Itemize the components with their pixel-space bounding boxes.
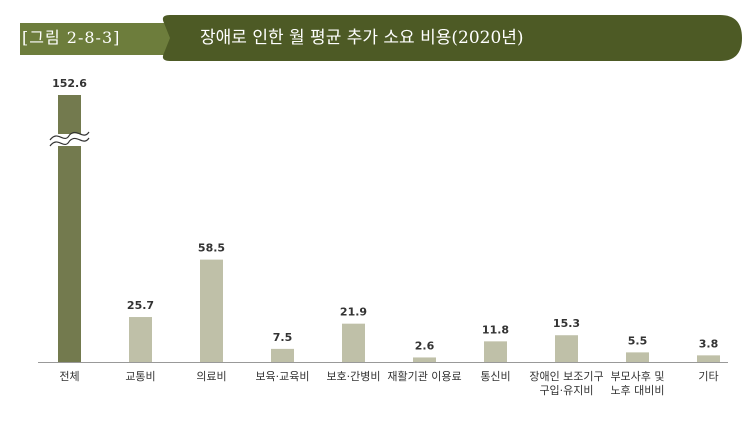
bar-1 [58,95,81,362]
axis-break-mark-lower [49,137,90,147]
bar-10 [697,355,720,362]
value-label-4: 7.5 [273,331,293,344]
value-label-3: 58.5 [198,242,225,255]
value-label-7: 11.8 [482,323,509,336]
category-label-2: 교통비 [125,370,155,383]
banner-right-pill [162,15,742,61]
category-label-10: 기타 [698,370,718,383]
value-label-5: 21.9 [340,306,367,319]
category-label-1: 전체 [59,370,79,383]
bar-4 [271,348,294,362]
axis-break-mark-bg [48,133,91,145]
title-banner [20,15,742,61]
category-label-7: 통신비 [480,370,510,383]
category-label-5: 보호·간병비 [326,370,380,383]
value-label-10: 3.8 [699,337,719,350]
axis-break-mark-upper [49,131,90,141]
category-label-4: 보육·교육비 [255,370,309,383]
bar-9 [626,352,649,362]
bar-7 [484,341,507,362]
bar-5 [342,323,365,362]
category-label-3: 의료비 [196,370,226,383]
category-label-9: 부모사후 및 노후 대비비 [610,370,664,397]
banner-left-tab [20,23,170,55]
bar-6 [413,357,436,362]
category-label-6: 재활기관 이용료 [387,369,461,383]
value-label-2: 25.7 [127,299,154,312]
figure-label: [그림 2-8-3] [22,28,121,47]
value-label-1: 152.6 [52,77,87,90]
value-label-8: 15.3 [553,317,580,330]
bar-3 [200,259,223,362]
value-label-9: 5.5 [628,334,648,347]
bar-8 [555,335,578,362]
bar-chart: 152.6 전체 25.7 교통비 58.5 의료비 7.5 보육·교육비 21.9 보호·간병비… [38,77,728,397]
category-label-8: 장애인 보조기구 구입·유지비 [529,370,603,397]
bar-2 [129,317,152,362]
chart-title: 장애로 인한 월 평균 추가 소요 비용(2020년) [200,28,524,48]
value-label-6: 2.6 [415,339,435,352]
